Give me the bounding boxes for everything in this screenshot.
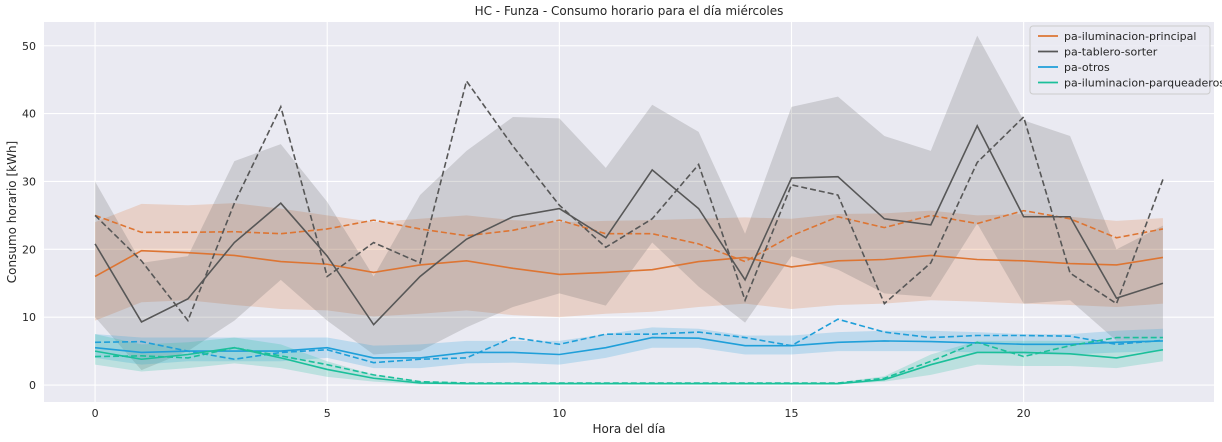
legend-entry: pa-otros [1064, 61, 1110, 74]
y-tick-label: 30 [22, 175, 36, 188]
legend-entry: pa-iluminacion-principal [1064, 30, 1196, 43]
chart-title: HC - Funza - Consumo horario para el día… [475, 4, 784, 18]
legend: pa-iluminacion-principal pa-tablero-sorte… [1029, 25, 1222, 95]
x-tick-label: 10 [552, 407, 566, 420]
series-lines [94, 79, 1164, 385]
legend-entry: pa-iluminacion-parqueaderos [1064, 77, 1222, 90]
plot-background [44, 22, 1214, 402]
legend-entry: pa-tablero-sorter [1064, 46, 1158, 59]
y-tick-label: 50 [22, 40, 36, 53]
x-tick-label: 0 [92, 407, 99, 420]
x-tick-label: 20 [1017, 407, 1031, 420]
dashed-line-pa-tablero-sorter [94, 79, 1164, 323]
y-tick-label: 0 [29, 379, 36, 392]
band-pa-otros [95, 327, 1163, 369]
dashed-line-pa-otros [95, 318, 1163, 364]
grid [44, 22, 1214, 402]
y-tick-label: 40 [22, 108, 36, 121]
line-pa-tablero-sorter [94, 124, 1164, 326]
y-tick-label: 10 [22, 311, 36, 324]
line-pa-otros [94, 336, 1163, 359]
tick-labels: 0 5 10 15 20 0 10 20 30 40 50 [22, 40, 1031, 420]
x-axis-label: Hora del día [593, 422, 666, 436]
legend-frame [1029, 25, 1211, 95]
y-tick-label: 20 [22, 243, 36, 256]
y-axis-label: Consumo horario [kWh] [5, 141, 19, 283]
band-pa-iluminacion-principal [95, 203, 1163, 321]
x-tick-label: 15 [785, 407, 799, 420]
dashed-line-pa-iluminacion-parqueaderos [95, 336, 1163, 384]
line-pa-iluminacion-parqueaderos [94, 346, 1164, 385]
x-tick-label: 5 [324, 407, 331, 420]
line-pa-iluminacion-principal [94, 249, 1164, 278]
